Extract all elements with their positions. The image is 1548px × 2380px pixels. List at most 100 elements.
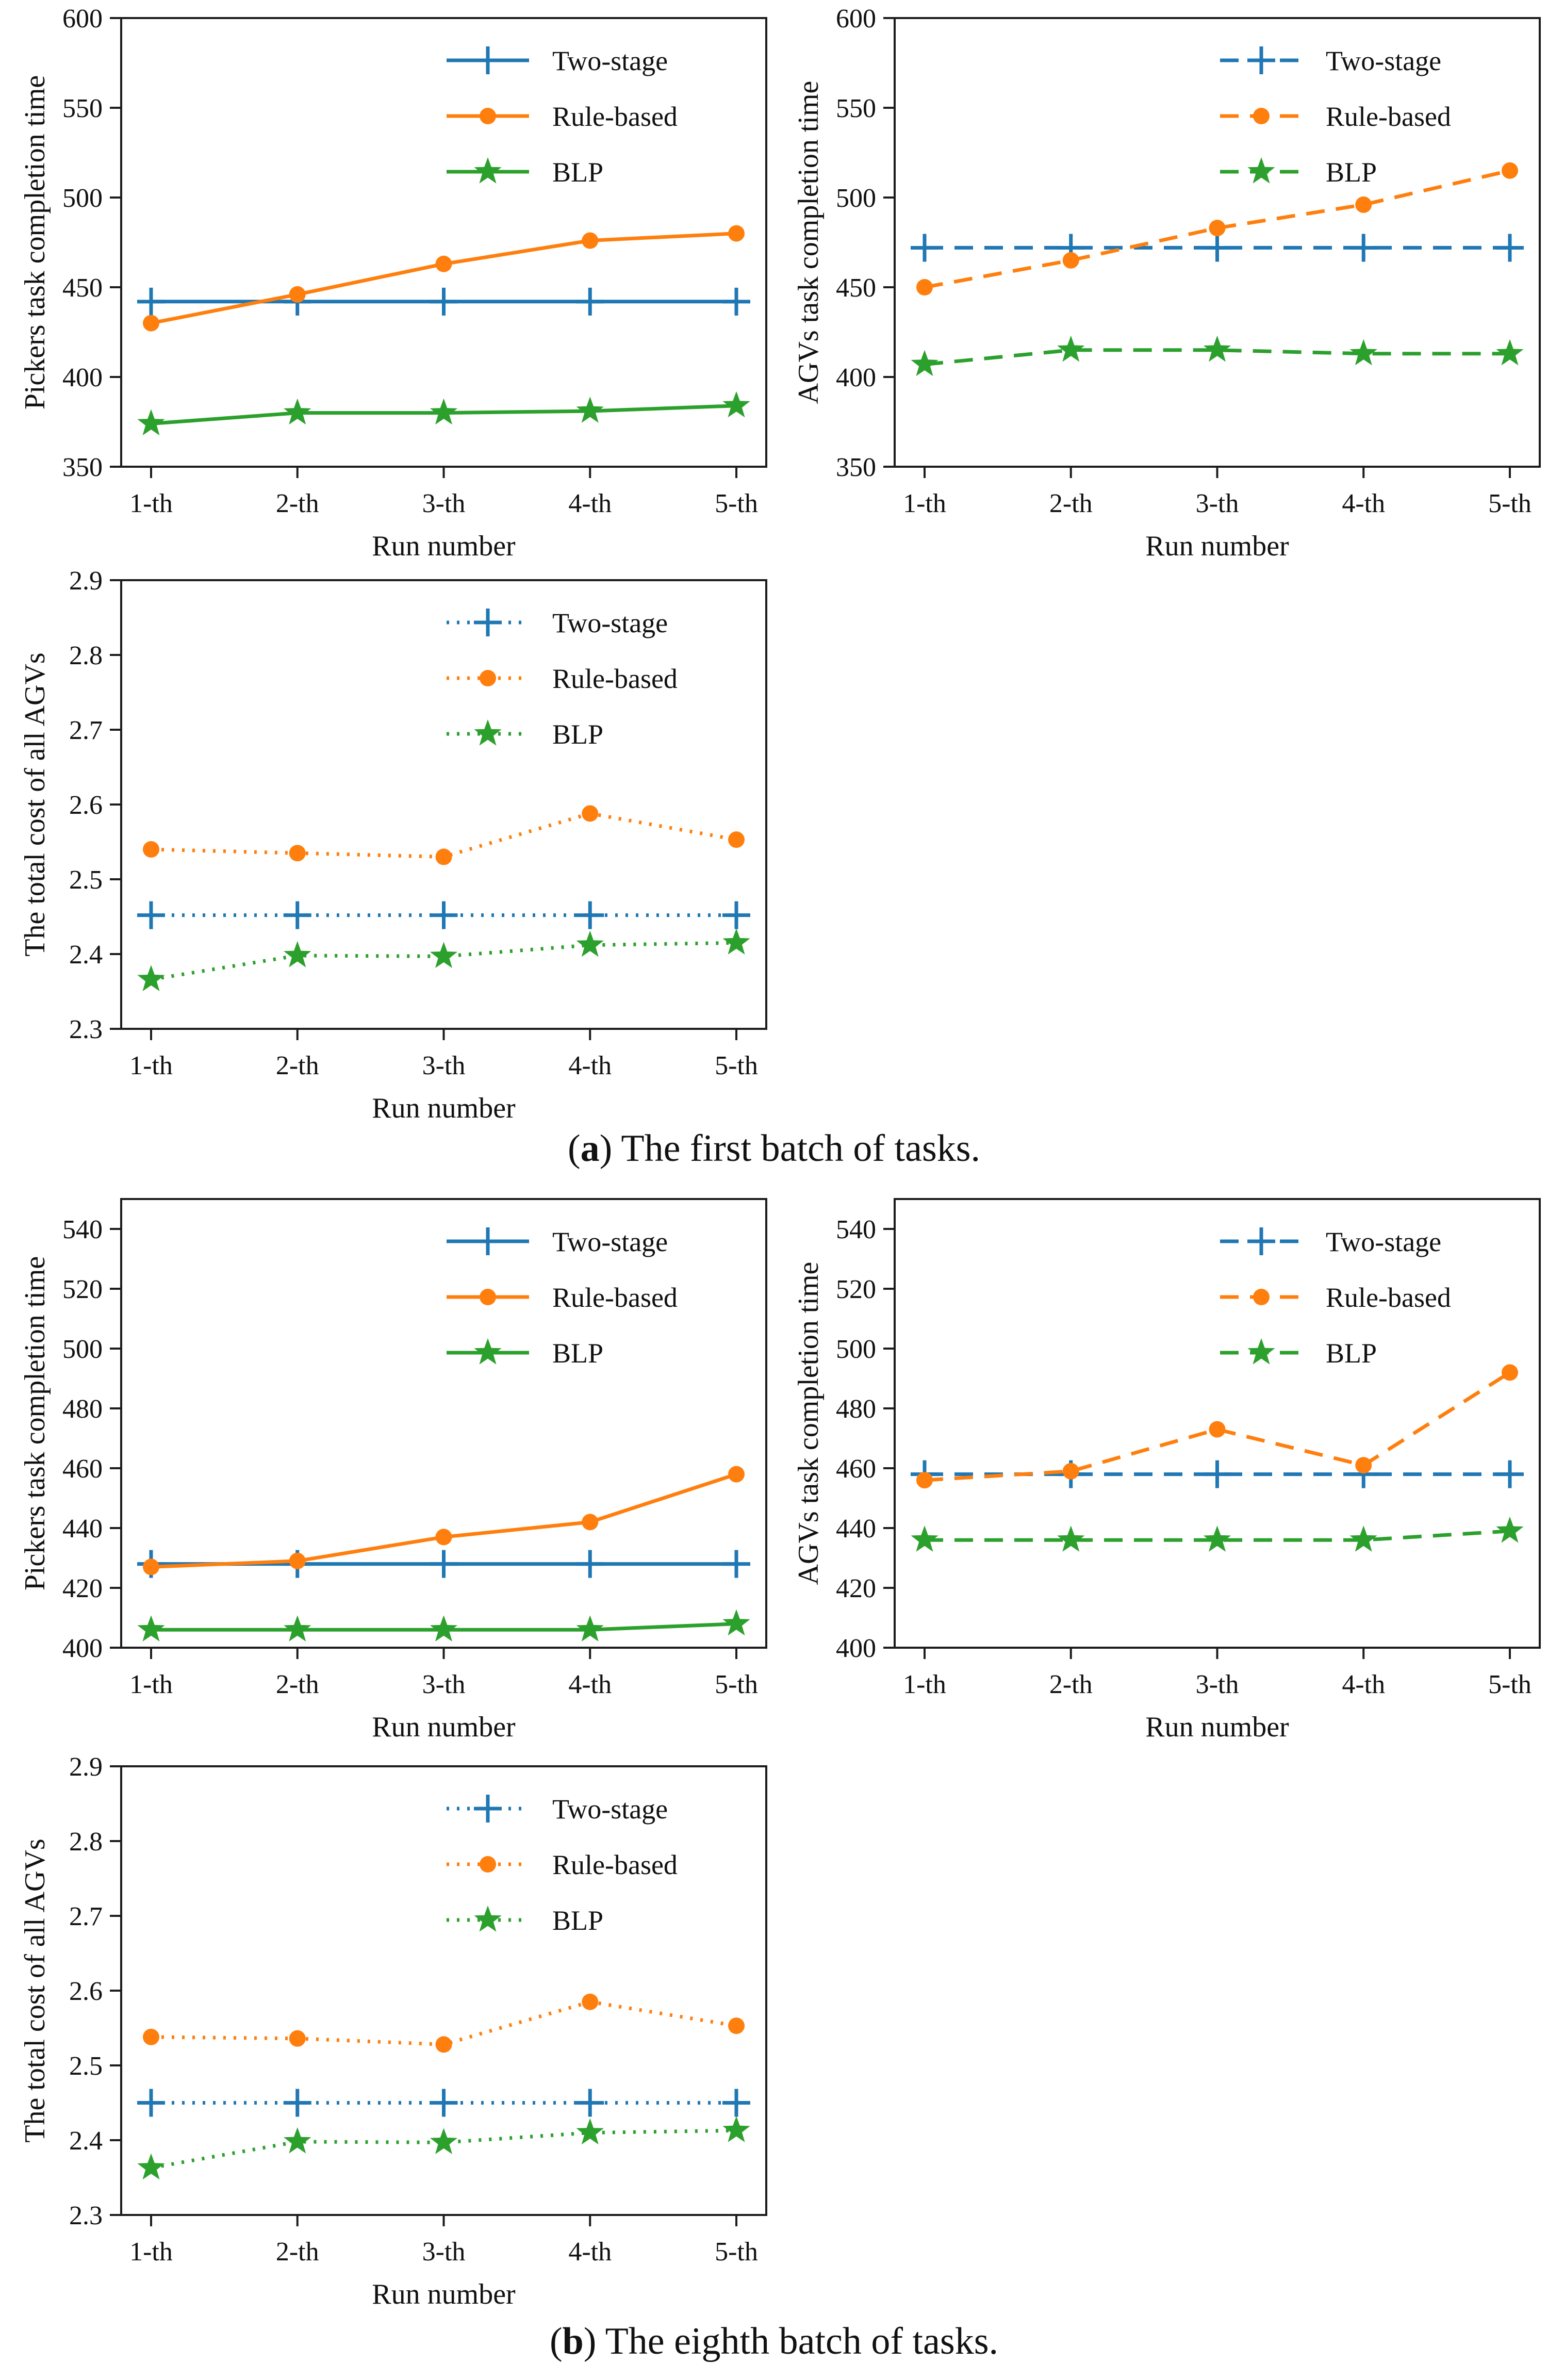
- y-tick-label: 420: [836, 1574, 876, 1603]
- data-point-plus-marker: [1203, 1460, 1231, 1488]
- legend-star-marker: [474, 1338, 502, 1365]
- y-tick-label: 450: [836, 273, 876, 303]
- y-tick-label: 460: [836, 1454, 876, 1484]
- legend: Two-stage Rule-based BLP: [447, 1226, 678, 1369]
- legend-star-marker: [474, 719, 502, 746]
- data-point-circle-marker: [1062, 252, 1079, 269]
- data-point-plus-marker: [722, 901, 750, 929]
- axes: 2.3 2.4 2.5 2.6 2.7 2.8 2.9 1-th 2-th 3-th 4-th 5-t…: [21, 1752, 767, 2310]
- y-axis-label: AGVs task completion time: [794, 81, 825, 404]
- agvs-batch8-svg: 400 420 440 460 480 500 520 540 1-th 2-th 3-th 4-th…: [794, 1198, 1541, 1743]
- legend-label: Rule-based: [552, 1849, 678, 1880]
- legend-label: BLP: [1326, 1338, 1377, 1369]
- data-point-star-marker: [137, 965, 165, 991]
- y-tick-label: 500: [836, 1335, 876, 1364]
- series-line: [925, 1529, 1510, 1542]
- legend: Two-stage Rule-based BLP: [447, 608, 678, 750]
- x-tick-label: 1-th: [903, 1670, 946, 1699]
- y-tick-label: 450: [62, 273, 103, 303]
- legend-label: Two-stage: [552, 45, 668, 76]
- caption-a-rest: ) The first batch of tasks.: [599, 1127, 981, 1170]
- data-point-circle-marker: [143, 1558, 159, 1575]
- legend-plus-marker: [1247, 1227, 1275, 1255]
- x-tick-label: 1-th: [129, 489, 173, 518]
- data-point-circle-marker: [1209, 220, 1226, 237]
- series-line: [924, 1371, 1511, 1482]
- legend-label: Two-stage: [552, 1794, 668, 1825]
- data-point-star-marker: [1349, 339, 1377, 366]
- y-tick-label: 440: [62, 1514, 103, 1544]
- y-axis-label: Pickers task completion time: [21, 75, 51, 410]
- data-point-plus-marker: [430, 2089, 458, 2117]
- x-tick-label: 4-th: [568, 489, 612, 518]
- y-tick-label: 480: [836, 1394, 876, 1424]
- x-tick-label: 3-th: [1196, 489, 1239, 518]
- data-point-plus-marker: [576, 1550, 604, 1578]
- legend: Two-stage Rule-based BLP: [447, 45, 678, 188]
- x-tick-label: 5-th: [715, 2237, 758, 2267]
- data-point-plus-marker: [430, 287, 458, 316]
- data-point-circle-marker: [289, 845, 306, 862]
- x-tick-label: 3-th: [1196, 1670, 1239, 1699]
- y-tick-label: 500: [836, 184, 876, 213]
- legend-circle-marker: [1253, 108, 1270, 124]
- data-point-star-marker: [722, 391, 750, 418]
- data-point-circle-marker: [143, 2028, 159, 2045]
- data-point-star-marker: [1496, 1516, 1524, 1543]
- data-point-plus-marker: [1496, 234, 1524, 262]
- legend-circle-marker: [480, 1856, 496, 1873]
- data-point-plus-marker: [137, 287, 165, 316]
- data-point-star-marker: [1057, 1525, 1085, 1552]
- legend-label: Rule-based: [552, 663, 678, 694]
- x-tick-label: 4-th: [568, 2237, 612, 2267]
- y-tick-label: 440: [836, 1514, 876, 1544]
- series-two-stage: [911, 234, 1524, 262]
- legend-label: BLP: [552, 719, 603, 750]
- chart-agvs-batch1: 350 400 450 500 550 600 1-th 2-th 3-th 4-th 5-th Ru…: [794, 3, 1547, 565]
- caption-a-open: (: [567, 1127, 581, 1170]
- axes: 400 420 440 460 480 500 520 540 1-th 2-th 3-th 4-th…: [794, 1198, 1541, 1743]
- y-tick-label: 2.4: [69, 940, 103, 970]
- chart-pickers-batch8: 400 420 440 460 480 500 520 540 1-th 2-th 3-th 4-th…: [21, 1184, 773, 1746]
- data-point-plus-marker: [137, 901, 165, 929]
- data-point-star-marker: [137, 409, 165, 436]
- y-tick-label: 400: [62, 363, 103, 392]
- y-tick-label: 400: [62, 1634, 103, 1663]
- data-point-star-marker: [430, 942, 458, 968]
- data-point-star-marker: [1203, 335, 1231, 362]
- series-blp: [137, 928, 750, 991]
- axes: 350 400 450 500 550 600 1-th 2-th 3-th 4-th 5-th Ru…: [21, 4, 767, 562]
- y-tick-label: 2.7: [69, 716, 103, 745]
- caption-b: (b) The eighth batch of tasks.: [0, 2320, 1548, 2363]
- y-tick-label: 420: [62, 1574, 103, 1603]
- legend-plus-marker: [474, 46, 502, 74]
- y-tick-label: 540: [836, 1215, 876, 1244]
- series-line: [924, 169, 1510, 289]
- y-axis-label: Pickers task completion time: [21, 1256, 51, 1591]
- data-point-star-marker: [1203, 1525, 1231, 1552]
- legend: Two-stage Rule-based BLP: [1220, 1226, 1451, 1369]
- series-blp: [911, 1516, 1524, 1552]
- caption-a-letter: a: [580, 1127, 600, 1170]
- data-point-plus-marker: [576, 287, 604, 316]
- data-point-star-marker: [1349, 1525, 1377, 1552]
- y-tick-label: 2.8: [69, 641, 103, 670]
- data-point-star-marker: [430, 398, 458, 425]
- data-point-plus-marker: [1349, 234, 1378, 262]
- y-tick-label: 2.3: [69, 2201, 103, 2230]
- data-point-plus-marker: [283, 901, 311, 929]
- series-rule-based: [143, 1993, 745, 2053]
- x-tick-label: 2-th: [276, 2237, 319, 2267]
- x-tick-label: 3-th: [422, 489, 466, 518]
- data-point-star-marker: [911, 350, 938, 376]
- legend-star-marker: [1247, 157, 1275, 184]
- data-point-circle-marker: [728, 2017, 745, 2034]
- series-line: [924, 348, 1510, 367]
- series-rule-based: [143, 805, 745, 865]
- chart-cost-batch8: 2.3 2.4 2.5 2.6 2.7 2.8 2.9 1-th 2-th 3-th 4-th 5-t…: [21, 1751, 773, 2313]
- caption-a: (a) The first batch of tasks.: [0, 1127, 1548, 1171]
- y-tick-label: 460: [62, 1454, 103, 1484]
- data-point-circle-marker: [582, 1514, 599, 1531]
- data-point-circle-marker: [143, 315, 159, 332]
- series-blp: [911, 335, 1524, 376]
